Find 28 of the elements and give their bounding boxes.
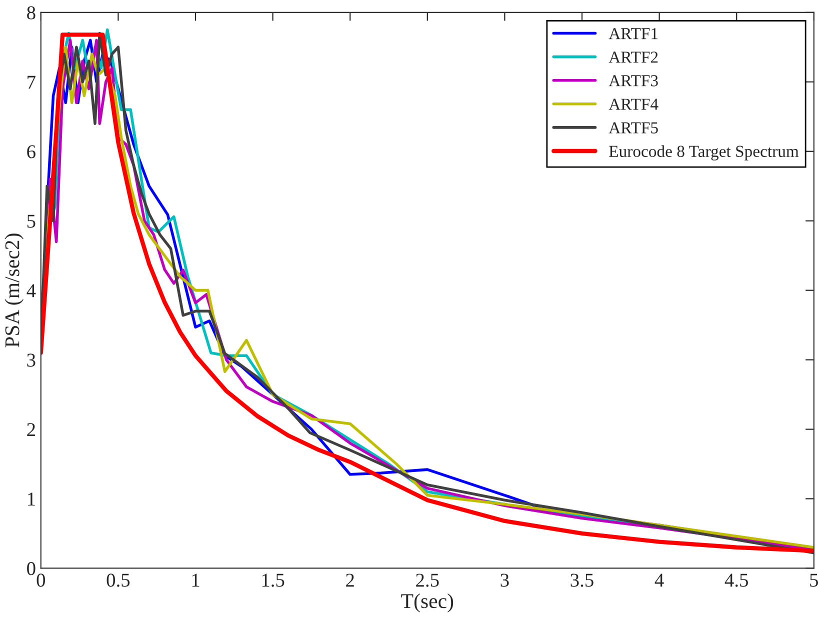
y-tick-label: 1	[28, 492, 35, 506]
x-tick-label: 3.5	[570, 574, 594, 587]
legend-label: ARTF3	[608, 75, 658, 86]
legend-label: Eurocode 8 Target Spectrum	[609, 145, 799, 160]
y-tick-label: 2	[27, 423, 35, 436]
y-tick-label: 6	[27, 145, 36, 158]
x-tick-label: 5	[810, 574, 818, 587]
x-tick-label: 1.5	[262, 574, 284, 587]
x-axis-title: T(sec)	[401, 593, 454, 612]
y-tick-label: 0	[27, 562, 36, 576]
x-tick-label: 2	[346, 574, 354, 587]
x-tick-label: 4	[654, 574, 664, 587]
x-tick-label: 4.5	[724, 574, 748, 587]
legend-label: ARTF5	[608, 122, 658, 134]
x-tick-label: 1	[192, 574, 200, 587]
x-tick-label: 3	[500, 574, 509, 587]
y-axis-title: PSA (m/sec2)	[4, 234, 24, 348]
y-tick-label: 4	[26, 284, 36, 298]
y-tick-label: 7	[28, 76, 36, 89]
x-tick-label: 0.5	[106, 574, 130, 587]
legend-label: ARTF2	[608, 52, 658, 63]
x-tick-label: 0	[36, 574, 46, 587]
x-tick-label: 2.5	[416, 574, 439, 587]
y-tick-label: 8	[27, 6, 36, 20]
legend-label: ARTF4	[608, 98, 658, 110]
y-tick-label: 5	[27, 214, 36, 228]
legend-label: ARTF1	[608, 28, 658, 40]
y-tick-label: 3	[27, 354, 36, 367]
